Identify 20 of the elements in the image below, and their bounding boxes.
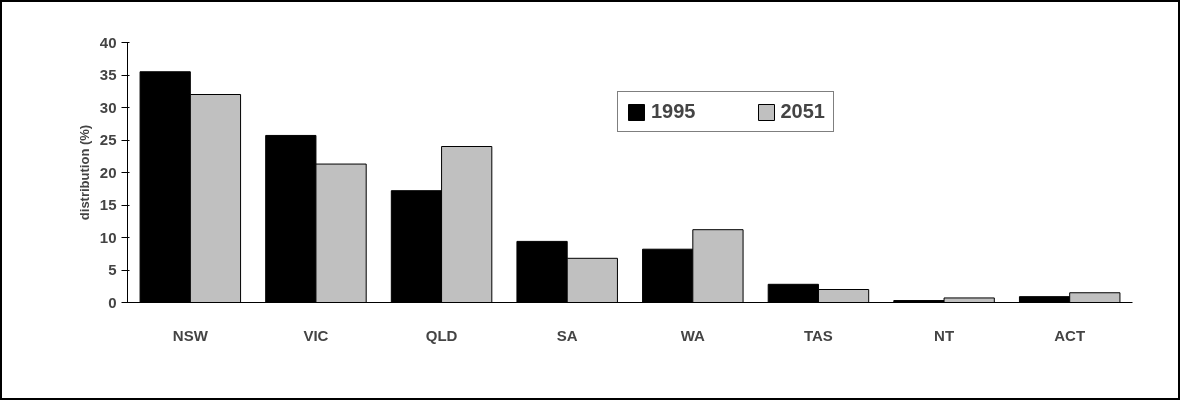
x-tick-label: NSW — [172, 326, 209, 344]
y-tick-label: 15 — [99, 196, 117, 213]
y-tick-label: 35 — [99, 66, 117, 83]
x-tick-label: QLD — [425, 326, 458, 344]
y-tick-label: 40 — [99, 33, 117, 51]
y-tick-label: 25 — [99, 131, 117, 148]
x-tick-label: ACT — [1054, 326, 1086, 344]
y-tick-label: 5 — [108, 261, 117, 278]
x-tick-label: VIC — [303, 326, 329, 344]
legend-label: 1995 — [651, 100, 696, 123]
x-tick-label: SA — [556, 326, 578, 344]
x-tick-label: TAS — [803, 326, 833, 344]
y-axis-title: distribution (%) — [76, 124, 92, 221]
y-tick-label: 0 — [108, 293, 117, 311]
y-tick-label: 20 — [99, 163, 117, 181]
legend-label: 2051 — [780, 100, 825, 123]
x-tick-label: NT — [934, 326, 955, 344]
x-tick-label: WA — [680, 326, 706, 344]
y-tick-label: 30 — [99, 98, 117, 116]
y-tick-label: 10 — [99, 228, 117, 246]
